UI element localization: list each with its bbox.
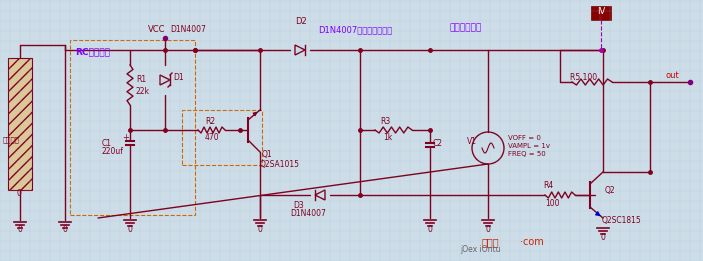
Text: R5 100: R5 100 xyxy=(570,74,597,82)
Text: 1k: 1k xyxy=(383,133,392,141)
Text: 100: 100 xyxy=(545,199,560,207)
Text: VOFF = 0: VOFF = 0 xyxy=(508,135,541,141)
Text: IV: IV xyxy=(597,8,605,16)
Text: ·com: ·com xyxy=(520,237,543,247)
Text: out: out xyxy=(665,72,679,80)
Text: 0: 0 xyxy=(127,226,132,234)
Text: R3: R3 xyxy=(380,117,390,127)
Text: RC延时电路: RC延时电路 xyxy=(75,48,110,56)
Text: 0: 0 xyxy=(427,226,432,234)
Text: VAMPL = 1v: VAMPL = 1v xyxy=(508,143,550,149)
Text: Q2SA1015: Q2SA1015 xyxy=(260,159,300,169)
Text: 音模图: 音模图 xyxy=(481,237,499,247)
Text: 0: 0 xyxy=(17,188,21,198)
Text: D1: D1 xyxy=(173,74,183,82)
Text: D1N4007相当于一个电源: D1N4007相当于一个电源 xyxy=(318,26,392,34)
Text: FREQ = 50: FREQ = 50 xyxy=(508,151,546,157)
Text: R2: R2 xyxy=(205,117,215,127)
Text: 负载电阻: 负载电阻 xyxy=(3,137,20,143)
Text: V1: V1 xyxy=(467,138,477,146)
Text: Q1: Q1 xyxy=(262,151,273,159)
Text: C2: C2 xyxy=(433,139,443,147)
Bar xyxy=(8,58,32,190)
Bar xyxy=(182,110,262,165)
Text: Q2SC1815: Q2SC1815 xyxy=(602,216,642,224)
Text: 0: 0 xyxy=(257,226,262,234)
Text: 0: 0 xyxy=(600,233,605,241)
Text: Q2: Q2 xyxy=(605,186,616,194)
Text: R1: R1 xyxy=(136,75,146,85)
Text: 0: 0 xyxy=(18,226,22,234)
Text: +: + xyxy=(122,133,129,143)
Bar xyxy=(70,40,195,215)
Text: D2: D2 xyxy=(295,17,307,27)
Text: D1N4007: D1N4007 xyxy=(170,26,206,34)
Text: C1: C1 xyxy=(102,139,112,147)
Text: R4: R4 xyxy=(543,181,553,191)
Text: 模拟音频信号: 模拟音频信号 xyxy=(450,23,482,33)
Text: D1N4007: D1N4007 xyxy=(290,209,326,217)
Text: 0: 0 xyxy=(486,226,491,234)
Text: 0: 0 xyxy=(63,226,67,234)
Text: 220uf: 220uf xyxy=(102,147,124,157)
Text: VCC: VCC xyxy=(148,26,166,34)
Text: 22k: 22k xyxy=(136,87,150,97)
Text: 470: 470 xyxy=(205,133,219,141)
Text: jOex iOntu: jOex iOntu xyxy=(460,246,501,254)
Bar xyxy=(591,6,611,20)
Text: D3: D3 xyxy=(293,200,304,210)
